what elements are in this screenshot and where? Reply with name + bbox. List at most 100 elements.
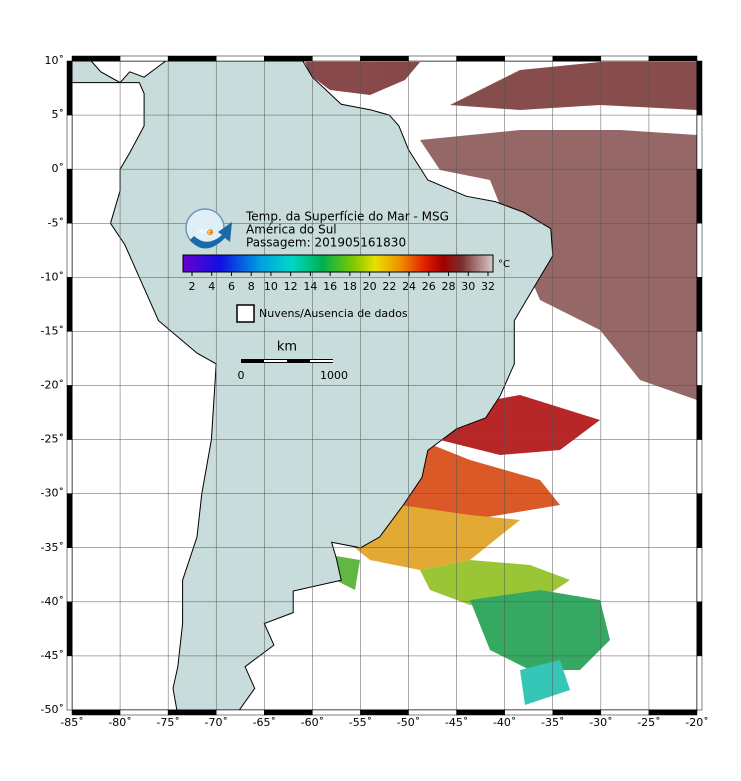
lon-tick-label: -30˚ <box>589 716 612 729</box>
sst-patch <box>520 660 570 705</box>
lon-tick-label: -80˚ <box>108 716 131 729</box>
colorbar-tick-label: 26 <box>422 280 436 293</box>
border-segment <box>552 709 602 716</box>
frame-border <box>66 55 703 716</box>
scale-bar-segment <box>310 360 333 362</box>
lon-tick-label: -55˚ <box>349 716 372 729</box>
border-segment <box>696 60 703 116</box>
lat-tick-label: -40˚ <box>41 595 64 608</box>
border-segment <box>66 601 73 657</box>
lat-tick-label: -45˚ <box>41 649 64 662</box>
border-segment <box>648 55 698 62</box>
sst-patch <box>450 62 697 110</box>
lon-tick-label: -65˚ <box>253 716 276 729</box>
scale-unit: km <box>277 340 297 355</box>
colorbar-tick-label: 12 <box>284 280 298 293</box>
border-segment <box>66 223 73 278</box>
lon-tick-label: -75˚ <box>156 716 179 729</box>
lat-tick-label: 0˚ <box>52 162 65 175</box>
logo-text: INPE <box>198 229 212 236</box>
border-segment <box>167 55 217 62</box>
border-segment <box>408 709 457 716</box>
graticule <box>72 61 697 710</box>
border-segment <box>66 439 73 494</box>
colorbar-tick-label: 14 <box>303 280 317 293</box>
lon-tick-label: -85˚ <box>60 716 83 729</box>
colorbar-tick-label: 16 <box>323 280 337 293</box>
border-segment <box>66 331 73 386</box>
border-segment <box>696 493 703 548</box>
border-segment <box>119 55 169 62</box>
lat-tick-label: -15˚ <box>41 324 64 337</box>
border-segment <box>696 655 703 711</box>
lat-tick-label: -30˚ <box>41 487 64 500</box>
logo-arrow <box>190 222 232 249</box>
lon-tick-label: -35˚ <box>541 716 564 729</box>
border-segment <box>696 439 703 494</box>
border-segment <box>312 709 361 716</box>
border-segment <box>504 55 554 62</box>
border-segment <box>696 114 703 170</box>
border-segment <box>66 114 73 170</box>
lon-tick-label: -40˚ <box>493 716 516 729</box>
lon-tick-label: -20˚ <box>685 716 708 729</box>
scale-bar-segment <box>264 360 287 362</box>
border-segment <box>408 55 457 62</box>
lat-tick-label: -5˚ <box>48 216 64 229</box>
colorbar-tick-label: 2 <box>189 280 196 293</box>
border-segment <box>600 709 650 716</box>
border-segment <box>167 709 217 716</box>
scale-bar: km 0 1000 <box>238 340 349 383</box>
colorbar-ticks: 2 4 6 8 10 12 14 16 18 20 22 24 26 28 30 32 <box>189 272 495 293</box>
lon-tick-label: -50˚ <box>397 716 420 729</box>
border-segment <box>66 277 73 332</box>
logo-dot <box>207 229 213 235</box>
lat-tick-label: 10˚ <box>45 54 65 67</box>
border-segment <box>648 709 698 716</box>
border-segment <box>66 168 73 224</box>
lon-tick-label: -70˚ <box>204 716 227 729</box>
border-segment <box>696 547 703 603</box>
border-segment <box>264 55 313 62</box>
scale-label: 1000 <box>320 369 348 382</box>
border-segment <box>504 709 554 716</box>
lon-tick-label: -60˚ <box>301 716 324 729</box>
border-segment <box>696 277 703 332</box>
lat-tick-label: -20˚ <box>41 379 64 392</box>
colorbar-tick-label: 24 <box>402 280 416 293</box>
border-segment <box>456 55 505 62</box>
border-segment <box>696 601 703 657</box>
border-segment <box>696 223 703 278</box>
colorbar-tick-label: 8 <box>248 280 255 293</box>
lon-tick-label: -25˚ <box>637 716 660 729</box>
sst-patch <box>420 130 697 400</box>
border-segment <box>71 709 121 716</box>
colorbar-tick-label: 22 <box>382 280 396 293</box>
map-pass: Passagem: 201905161830 <box>246 236 406 250</box>
border-segment <box>360 55 409 62</box>
border-segment <box>215 55 265 62</box>
border-segment <box>66 385 73 440</box>
border-segment <box>66 655 73 711</box>
border-segment <box>696 385 703 440</box>
border-segment <box>66 60 73 116</box>
colorbar-tick-label: 20 <box>363 280 377 293</box>
sst-patch <box>305 62 420 95</box>
border-segment <box>456 709 505 716</box>
lat-tick-label: -10˚ <box>41 270 64 283</box>
border-segment <box>360 709 409 716</box>
border-segment <box>215 709 265 716</box>
colorbar-tick-label: 4 <box>208 280 215 293</box>
border-segment <box>696 168 703 224</box>
lat-tick-label: -50˚ <box>41 703 64 716</box>
colorbar-tick-label: 6 <box>228 280 235 293</box>
border-segment <box>600 55 650 62</box>
lat-tick-label: 5˚ <box>52 108 65 121</box>
border-segment <box>264 709 313 716</box>
border-segment <box>66 547 73 603</box>
border-segment <box>71 55 121 62</box>
border-segment <box>119 709 169 716</box>
colorbar-unit: °C <box>498 259 510 270</box>
